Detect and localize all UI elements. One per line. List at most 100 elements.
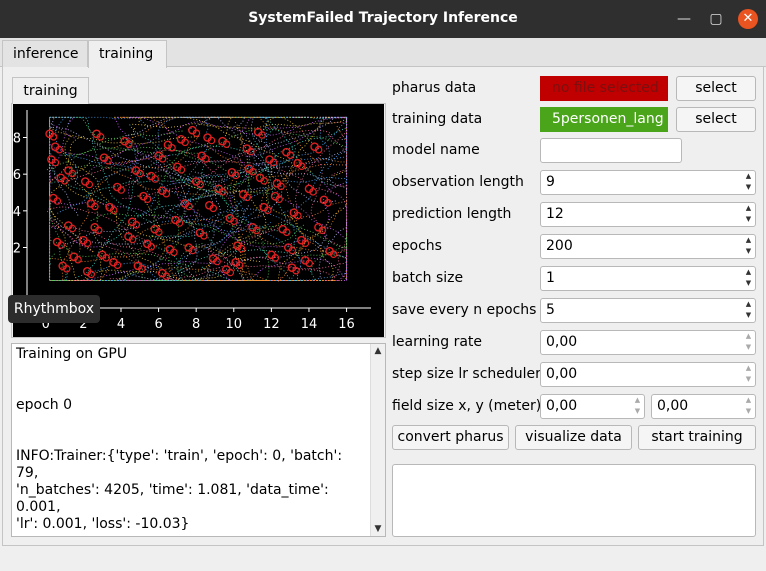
x-tick-label: 6 <box>154 317 162 332</box>
trajectory-line <box>292 253 348 281</box>
save-every-spinbox[interactable]: 5 ▲ ▼ <box>540 298 756 323</box>
plot-panel <box>11 103 386 338</box>
trajectory-line <box>134 149 198 281</box>
spin-down-icon[interactable]: ▼ <box>745 375 752 383</box>
spin-down-icon[interactable]: ▼ <box>745 343 752 351</box>
marker-point <box>55 145 64 154</box>
marker-point <box>57 241 65 249</box>
marker-point <box>60 177 69 185</box>
marker-point <box>258 131 267 139</box>
trajectory-line <box>109 256 336 281</box>
marker-point <box>68 169 77 178</box>
spin-down-icon[interactable]: ▼ <box>634 407 641 415</box>
trajectory-line <box>78 135 200 253</box>
spin-down-icon[interactable]: ▼ <box>745 407 752 415</box>
marker-point <box>235 261 244 270</box>
training-log[interactable]: Training on GPU epoch 0 INFO:Trainer:{'t… <box>11 343 386 537</box>
log-line: 'lr': 0.001, 'loss': -10.03} <box>16 516 190 532</box>
marker-point <box>181 138 189 147</box>
step-size-spinbox[interactable]: 0,00 ▲ ▼ <box>540 362 756 387</box>
trajectory-line <box>278 149 348 282</box>
spin-up-icon[interactable]: ▲ <box>745 300 752 308</box>
tab-training[interactable]: training <box>88 40 167 68</box>
trajectory-line <box>196 116 314 159</box>
trajectory-line <box>49 151 51 265</box>
save-every-value: 5 <box>546 302 555 318</box>
marker-point <box>249 167 257 176</box>
trajectory-line <box>61 195 166 281</box>
trajectory-line <box>127 116 246 136</box>
marker-point <box>117 186 126 194</box>
marker-point <box>138 265 146 273</box>
prediction-length-value: 12 <box>546 206 564 222</box>
spin-up-icon[interactable]: ▲ <box>745 268 752 276</box>
status-output-box[interactable] <box>392 464 756 537</box>
spin-up-icon[interactable]: ▲ <box>745 236 752 244</box>
marker-point <box>124 140 133 149</box>
minimize-button[interactable]: — <box>677 11 691 27</box>
trajectory-line <box>94 140 270 215</box>
trajectory-line <box>113 116 175 200</box>
learning-rate-spinbox[interactable]: 0,00 ▲ ▼ <box>540 330 756 355</box>
epochs-spinbox[interactable]: 200 ▲ ▼ <box>540 234 756 259</box>
x-tick-label: 14 <box>301 317 318 332</box>
marker-point <box>252 226 261 235</box>
field-size-x-spinbox[interactable]: 0,00 ▲ ▼ <box>540 394 645 419</box>
close-button[interactable]: ✕ <box>738 9 758 29</box>
maximize-button[interactable]: ▢ <box>709 11 723 27</box>
marker-point <box>188 246 197 255</box>
subtab-training[interactable]: training <box>12 77 89 104</box>
visualize-data-button[interactable]: visualize data <box>515 425 632 450</box>
tooltip: Rhythmbox <box>8 295 100 323</box>
marker-point <box>85 180 94 189</box>
scroll-down-arrow-icon[interactable]: ▼ <box>374 524 382 534</box>
marker-point <box>185 202 193 211</box>
spin-up-icon[interactable]: ▲ <box>745 332 752 340</box>
tab-inference[interactable]: inference <box>2 40 88 67</box>
spin-down-icon[interactable]: ▼ <box>745 215 752 223</box>
marker-point <box>109 206 118 215</box>
spin-down-icon[interactable]: ▼ <box>745 279 752 287</box>
prediction-length-spinbox[interactable]: 12 ▲ ▼ <box>540 202 756 227</box>
batch-size-label: batch size <box>392 270 464 286</box>
model-name-input[interactable] <box>540 138 682 163</box>
spin-up-icon[interactable]: ▲ <box>745 204 752 212</box>
marker-point <box>143 195 152 204</box>
batch-size-spinbox[interactable]: 1 ▲ ▼ <box>540 266 756 291</box>
scroll-up-arrow-icon[interactable]: ▲ <box>374 346 382 356</box>
marker-point <box>53 197 62 205</box>
trajectory-line <box>223 130 347 260</box>
x-tick-label: 4 <box>117 317 125 332</box>
spin-up-icon[interactable]: ▲ <box>745 172 752 180</box>
observation-length-label: observation length <box>392 174 524 190</box>
pharus-select-button[interactable]: select <box>676 76 756 101</box>
marker-point <box>83 239 92 248</box>
trajectory-line <box>234 233 324 281</box>
start-training-button[interactable]: start training <box>638 425 756 450</box>
marker-point <box>218 188 227 196</box>
observation-length-spinbox[interactable]: 9 ▲ ▼ <box>540 170 756 195</box>
trajectory-line <box>163 135 348 183</box>
spin-down-icon[interactable]: ▼ <box>745 183 752 191</box>
marker-point <box>87 270 96 279</box>
log-line: epoch 0 <box>16 397 72 413</box>
y-tick-label: 2 <box>13 242 21 257</box>
training-select-button[interactable]: select <box>676 107 756 132</box>
epochs-label: epochs <box>392 238 442 254</box>
spin-down-icon[interactable]: ▼ <box>745 311 752 319</box>
marker-point <box>230 217 238 226</box>
marker-point <box>269 158 278 167</box>
log-scrollbar[interactable]: ▲ ▼ <box>370 344 385 536</box>
spin-up-icon[interactable]: ▲ <box>634 396 641 404</box>
trajectory-line <box>141 156 347 215</box>
trajectory-line <box>49 225 168 259</box>
trajectory-line <box>122 129 331 199</box>
spin-up-icon[interactable]: ▲ <box>745 364 752 372</box>
convert-pharus-button[interactable]: convert pharus <box>392 425 509 450</box>
spin-up-icon[interactable]: ▲ <box>745 396 752 404</box>
trajectory-line <box>67 161 104 281</box>
field-size-y-spinbox[interactable]: 0,00 ▲ ▼ <box>651 394 756 419</box>
trajectory-line <box>192 175 302 281</box>
marker-point <box>168 143 176 152</box>
spin-down-icon[interactable]: ▼ <box>745 247 752 255</box>
